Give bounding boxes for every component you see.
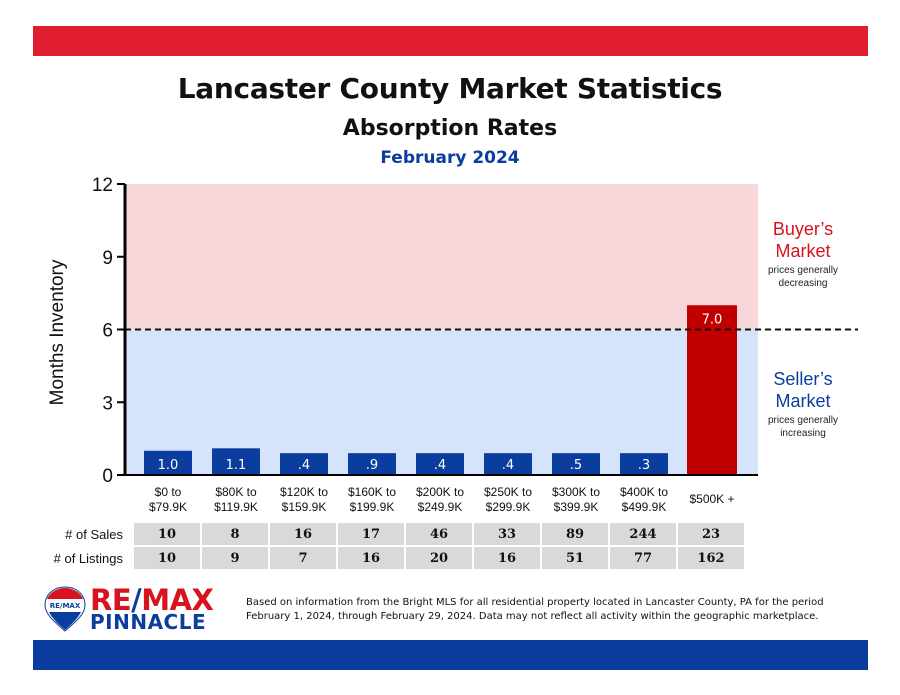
x-tick-label: $200K to: [416, 485, 464, 499]
listings-cell: 77: [610, 547, 676, 569]
bar: [687, 305, 737, 475]
sellers-market-label: Seller’s Market prices generally increas…: [733, 368, 873, 440]
bar: [212, 448, 260, 475]
brand-slash: /: [131, 583, 142, 617]
absorption-rate-chart: 1.0 $0 to$79.9K 1.1 $80K to$119.9K .4 $120K t…: [47, 175, 858, 514]
sales-cell: 17: [338, 523, 404, 545]
x-tick-label: $500K +: [689, 492, 734, 506]
brand-part1: RE: [90, 583, 132, 617]
buyers-market-note2: decreasing: [778, 278, 828, 289]
listings-cell: 10: [134, 547, 200, 569]
bar-data-label: .4: [298, 458, 310, 473]
buyers-market-line2: Market: [775, 241, 831, 261]
chart-period: February 2024: [380, 148, 520, 168]
bar: [552, 453, 600, 475]
x-tick-label: $80K to: [215, 485, 257, 499]
bar: [416, 453, 464, 475]
y-tick-label: 6: [102, 321, 113, 342]
remax-balloon-logo: RE/MAX: [44, 586, 86, 632]
listings-cell: 162: [678, 547, 744, 569]
x-tick-label: $399.9K: [554, 500, 599, 514]
listings-cell: 16: [338, 547, 404, 569]
bar: [280, 453, 328, 475]
x-tick-label: $299.9K: [486, 500, 531, 514]
listings-cell: 16: [474, 547, 540, 569]
y-tick-label: 3: [102, 393, 113, 414]
chart-subtitle: Absorption Rates: [342, 116, 558, 141]
buyers-market-line1: Buyer’s: [772, 219, 834, 239]
buyers-market-label: Buyer’s Market prices generally decreasi…: [733, 218, 873, 290]
bar-data-label: .4: [502, 458, 514, 473]
sellers-market-line1: Seller’s: [773, 369, 833, 389]
x-tick-label: $119.9K: [214, 500, 258, 514]
sellers-market-line2: Market: [775, 391, 831, 411]
sales-row: # of Sales 10 8 16 17 46 33 89 244 23: [33, 523, 744, 545]
bar: [484, 453, 532, 475]
sales-cell: 23: [678, 523, 744, 545]
sales-row-label: # of Sales: [65, 526, 123, 542]
bar-data-label: 1.1: [226, 458, 247, 473]
x-tick-label: $300K to: [552, 485, 600, 499]
x-tick-label: $199.9K: [350, 500, 395, 514]
source-footnote: Based on information from the Bright MLS…: [246, 596, 846, 624]
y-tick-label: 9: [102, 248, 113, 269]
x-tick-label: $120K to: [280, 485, 328, 499]
sales-cell: 16: [270, 523, 336, 545]
listings-cells: 10 9 7 16 20 16 51 77 162: [134, 547, 746, 569]
top-color-band: [33, 26, 868, 56]
x-tick-label: $250K to: [484, 485, 532, 499]
x-tick-label: $79.9K: [149, 500, 187, 514]
listings-cell: 7: [270, 547, 336, 569]
bar-data-label: .9: [366, 458, 378, 473]
sales-cells: 10 8 16 17 46 33 89 244 23: [134, 523, 746, 545]
x-tick-label: $400K to: [620, 485, 668, 499]
bar: [620, 453, 668, 475]
bar-data-label: .4: [434, 458, 446, 473]
sellers-market-note1: prices generally: [767, 415, 839, 426]
brand-office: PINNACLE: [90, 610, 207, 634]
y-tick-label: 12: [92, 175, 113, 196]
brand-name: RE/MAX: [90, 583, 214, 617]
bottom-color-band: [33, 640, 868, 670]
footnote-line1: Based on information from the Bright MLS…: [246, 597, 824, 608]
sales-cell: 89: [542, 523, 608, 545]
bar-data-label: .3: [638, 458, 650, 473]
sales-cell: 10: [134, 523, 200, 545]
bar-data-label: 7.0: [702, 312, 723, 327]
buyers-market-note1: prices generally: [767, 265, 839, 276]
bar: [348, 453, 396, 475]
sales-cell: 46: [406, 523, 472, 545]
sales-cell: 8: [202, 523, 268, 545]
y-axis-label: Months Inventory: [47, 259, 68, 405]
balloon-text: RE/MAX: [50, 602, 81, 610]
x-tick-label: $159.9K: [282, 500, 327, 514]
listings-cell: 9: [202, 547, 268, 569]
sales-cell: 244: [610, 523, 676, 545]
listings-row-label: # of Listings: [53, 550, 123, 566]
listings-cell: 51: [542, 547, 608, 569]
bar: [144, 450, 192, 475]
x-tick-label: $499.9K: [622, 500, 667, 514]
bar-data-label: 1.0: [158, 458, 179, 473]
x-tick-label: $0 to: [155, 485, 182, 499]
bar-data-label: .5: [570, 458, 582, 473]
x-tick-label: $249.9K: [418, 500, 463, 514]
brand-part2: MAX: [141, 583, 214, 617]
chart-title: Lancaster County Market Statistics: [177, 72, 723, 105]
x-tick-label: $160K to: [348, 485, 396, 499]
footnote-line2: February 1, 2024, through February 29, 2…: [246, 611, 819, 622]
sales-cell: 33: [474, 523, 540, 545]
listings-cell: 20: [406, 547, 472, 569]
y-tick-label: 0: [102, 466, 113, 487]
sellers-market-note2: increasing: [780, 428, 826, 439]
buyers-zone: [125, 184, 758, 330]
listings-row: # of Listings 10 9 7 16 20 16 51 77 162: [33, 547, 744, 569]
